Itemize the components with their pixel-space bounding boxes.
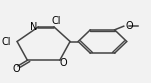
- Text: Cl: Cl: [1, 37, 11, 46]
- Text: O: O: [13, 64, 20, 74]
- Text: O: O: [126, 21, 134, 31]
- Text: Cl: Cl: [51, 16, 61, 26]
- Text: N: N: [30, 22, 38, 32]
- Text: O: O: [60, 58, 67, 68]
